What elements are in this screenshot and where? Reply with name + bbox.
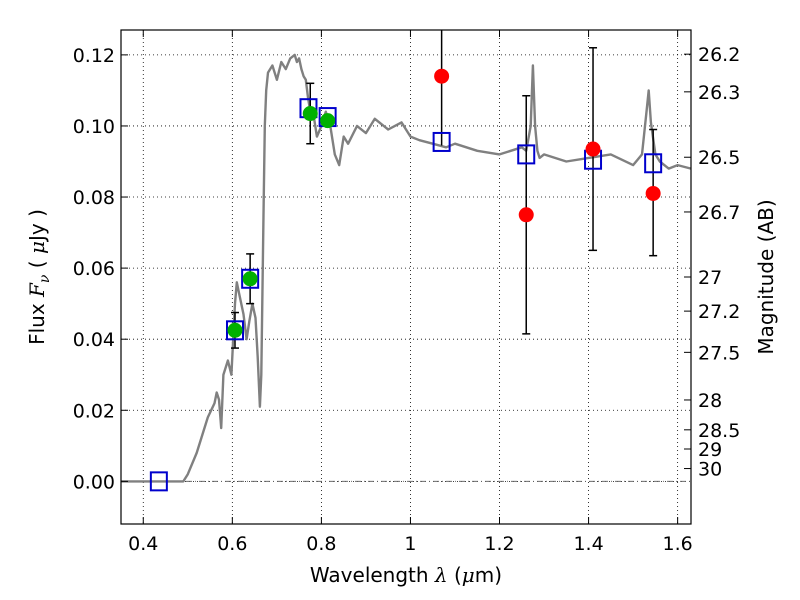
mag-tick-label-6: 27.5 (698, 342, 740, 364)
x-tick-label-4: 1.2 (484, 533, 514, 555)
y-tick-label-5: 0.10 (73, 116, 115, 138)
y-tick-label-4: 0.08 (73, 187, 115, 209)
non-detections-point-3 (645, 185, 661, 201)
detections-point-3 (320, 113, 336, 129)
mag-tick-label-5: 27.2 (698, 301, 740, 323)
detections-point-0 (227, 322, 243, 338)
mag-tick-label-8: 28.5 (698, 420, 740, 442)
plot-background (121, 30, 691, 524)
y-tick-label-6: 0.12 (73, 45, 115, 67)
non-detections-point-0 (434, 68, 450, 84)
non-detections-point-2 (585, 141, 601, 157)
model-photometry-squares (149, 98, 663, 492)
model-square-2 (241, 268, 260, 289)
model-square-0 (149, 471, 168, 492)
observed-points (227, 68, 661, 338)
y-axis-label: Flux Fν ( μJy ) (25, 209, 53, 345)
magnitude-axis-label: Magnitude (AB) (754, 199, 778, 354)
model-square-5 (432, 131, 451, 152)
mag-tick-label-0: 26.2 (698, 44, 740, 66)
mag-tick-label-10: 30 (698, 459, 722, 481)
model-square-1 (226, 320, 244, 341)
y-tick-label-1: 0.02 (73, 400, 115, 422)
y-tick-label-2: 0.04 (73, 329, 115, 351)
x-tick-label-2: 0.8 (306, 533, 336, 555)
mag-tick-label-4: 27 (698, 267, 722, 289)
y-axis-ticks: 0.00 0.02 0.04 0.06 0.08 0.10 0.12 (73, 45, 128, 493)
mag-tick-label-3: 26.7 (698, 202, 740, 224)
mag-tick-label-9: 29 (698, 439, 722, 461)
x-tick-label-0: 0.4 (128, 533, 158, 555)
x-tick-label-1: 0.6 (217, 533, 247, 555)
x-tick-label-3: 1 (404, 533, 416, 555)
x-tick-label-6: 1.6 (663, 533, 693, 555)
mag-tick-label-1: 26.3 (698, 82, 740, 104)
y-tick-label-3: 0.06 (73, 258, 115, 280)
y-tick-label-0: 0.00 (73, 471, 115, 493)
non-detections-point-1 (518, 207, 534, 223)
x-axis-ticks: 0.4 0.6 0.8 1 1.2 1.4 1.6 (128, 30, 693, 555)
mag-tick-label-2: 26.5 (698, 147, 740, 169)
x-tick-label-5: 1.4 (573, 533, 603, 555)
model-square-8 (644, 153, 663, 174)
detections-point-1 (242, 271, 258, 287)
model-square-6 (517, 144, 536, 165)
grid-lines (121, 30, 691, 524)
x-axis-label: Wavelength λ (μm) (310, 563, 502, 587)
mag-tick-label-7: 28 (698, 390, 722, 412)
detections-point-2 (302, 106, 318, 122)
